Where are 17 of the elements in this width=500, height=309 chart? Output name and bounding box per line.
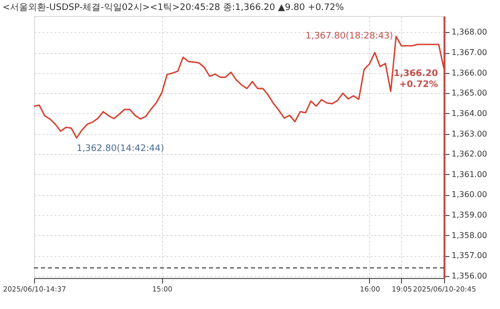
y-tick-label: 1,358.00: [452, 230, 488, 240]
y-tick-label: 1,357.00: [452, 251, 488, 260]
y-tick-label: 1,360.00: [452, 190, 488, 200]
y-tick-label: 1,365.00: [452, 88, 488, 98]
y-tick-label: 1,368.00: [452, 28, 488, 37]
y-tick-label: 1,356.00: [452, 271, 488, 280]
y-tick-label: 1,359.00: [452, 210, 488, 220]
y-tick-label: 1,363.00: [452, 129, 488, 138]
y-tick-label: 1,366.00: [452, 68, 488, 78]
annotation: 1,366.20 +0.72%: [394, 68, 438, 90]
annotation: 1,362.80(14:42:44): [76, 144, 164, 154]
annotation: 1,367.80(18:28:43): [306, 31, 394, 42]
y-tick-label: 1,364.00: [452, 108, 488, 118]
y-tick-label: 1,367.00: [452, 48, 488, 58]
y-tick-label: 1,361.00: [452, 170, 488, 179]
y-tick-label: 1,362.00: [452, 150, 488, 159]
chart-title: <서울외환-USDSP-체결-익일02시><1틱>20:45:28 종:1,366.20 ▲9.80 +0.72%: [2, 3, 344, 13]
